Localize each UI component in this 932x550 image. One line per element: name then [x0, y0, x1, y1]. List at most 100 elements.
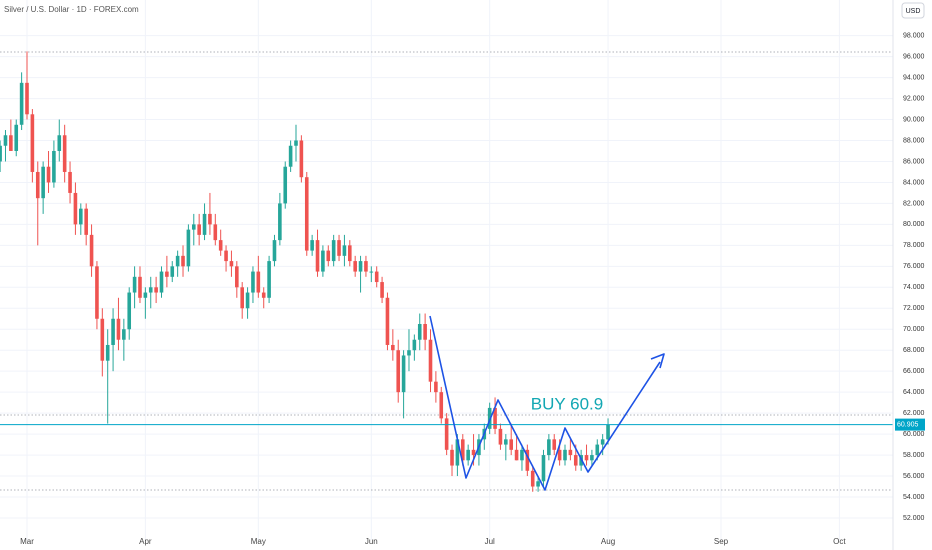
candle-body [563, 449, 567, 461]
candle-body [14, 124, 19, 151]
candle-body [175, 255, 180, 267]
candle-body [348, 245, 352, 262]
candle-body [159, 271, 164, 293]
grid [0, 0, 893, 540]
candle-body [380, 282, 384, 298]
candle-body [116, 318, 121, 340]
candle-body [331, 240, 336, 262]
candle-body [321, 250, 325, 272]
y-tick-label: 58.000 [903, 452, 925, 459]
y-tick-label: 86.000 [903, 158, 925, 165]
y-tick-label: 78.000 [903, 242, 925, 249]
candle-body [369, 271, 374, 273]
candle-body [326, 250, 331, 262]
candle-body [493, 407, 497, 429]
candle-body [148, 287, 153, 293]
candle-body [353, 261, 357, 272]
y-tick-label: 82.000 [903, 200, 925, 207]
x-tick-label: Oct [833, 537, 846, 546]
candle-body [342, 245, 347, 256]
candle-body [460, 439, 465, 461]
price-label-box [895, 418, 925, 431]
y-tick-label: 66.000 [903, 368, 925, 375]
candle-body [358, 261, 363, 272]
candle-body [434, 381, 438, 393]
candle-body [9, 135, 13, 151]
candle-body [417, 324, 422, 340]
candle-body [245, 292, 250, 309]
y-tick-label: 90.000 [903, 116, 925, 123]
candle-body [412, 339, 417, 351]
y-tick-label: 52.000 [903, 515, 925, 522]
candle-body [428, 339, 433, 382]
x-tick-label: May [251, 537, 266, 546]
y-tick-label: 68.000 [903, 347, 925, 354]
candle-body [213, 224, 218, 241]
y-tick-label: 76.000 [903, 263, 925, 270]
candle-body [536, 481, 540, 487]
y-tick-label: 62.000 [903, 410, 925, 417]
candle-body [600, 439, 605, 445]
currency-box[interactable] [901, 2, 925, 19]
candle-body [471, 449, 476, 456]
candle-body [89, 234, 94, 267]
candle-body [595, 444, 600, 456]
y-tick-label: 72.000 [903, 305, 925, 312]
y-tick-label: 94.000 [903, 74, 925, 81]
candle-body [46, 166, 51, 183]
candle-body [423, 324, 427, 340]
candle-body [466, 449, 470, 461]
candle-body [514, 449, 519, 461]
candle-body [530, 470, 535, 487]
candle-body [541, 455, 546, 482]
candle-body [191, 224, 196, 230]
candle-body [100, 318, 105, 361]
candle-body [439, 392, 444, 419]
candle-body [385, 297, 390, 345]
candle-body [498, 428, 503, 445]
currency[interactable]: USD [906, 8, 921, 15]
candle-body [138, 276, 142, 298]
candle-body [235, 266, 239, 288]
candle-body [186, 229, 191, 267]
candle-body [310, 240, 314, 251]
candle-body [68, 171, 72, 193]
candle-body [41, 166, 45, 199]
candle-body [557, 449, 562, 461]
candle-body [57, 135, 62, 151]
y-tick-label: 74.000 [903, 284, 925, 291]
candle-body [165, 271, 169, 277]
candle-body [35, 171, 40, 199]
y-tick-label: 92.000 [903, 95, 925, 102]
y-tick-label: 98.000 [903, 32, 925, 39]
candle-body [143, 292, 148, 298]
candle-body [606, 424, 610, 440]
candle-body [170, 266, 175, 277]
candle-body [202, 213, 207, 235]
candle-body [0, 145, 2, 162]
candle-body [122, 329, 126, 340]
candle-body [391, 344, 395, 351]
y-tick-label: 54.000 [903, 494, 925, 501]
x-tick-label: Jun [365, 537, 378, 546]
candle-body [288, 145, 293, 167]
price-axis: 52.000 54.000 56.000 58.000 60.000 62.000 64.0… [20, 32, 925, 546]
x-tick-label: Sep [714, 537, 729, 546]
candle-body [407, 350, 411, 356]
candle-body [154, 287, 158, 293]
candle-body [181, 255, 185, 267]
candle-body [95, 266, 99, 319]
candle-body [251, 271, 255, 293]
candle-body [105, 344, 110, 361]
candle-body [218, 240, 223, 251]
candle-body [299, 140, 304, 178]
candle-body [224, 250, 228, 262]
candle-body [240, 287, 244, 309]
y-tick-label: 84.000 [903, 179, 925, 186]
candle-body [547, 439, 551, 456]
arrow-head [650, 353, 665, 369]
chart-title: Silver / U.S. Dollar · 1D · FOREX.com [4, 5, 139, 14]
